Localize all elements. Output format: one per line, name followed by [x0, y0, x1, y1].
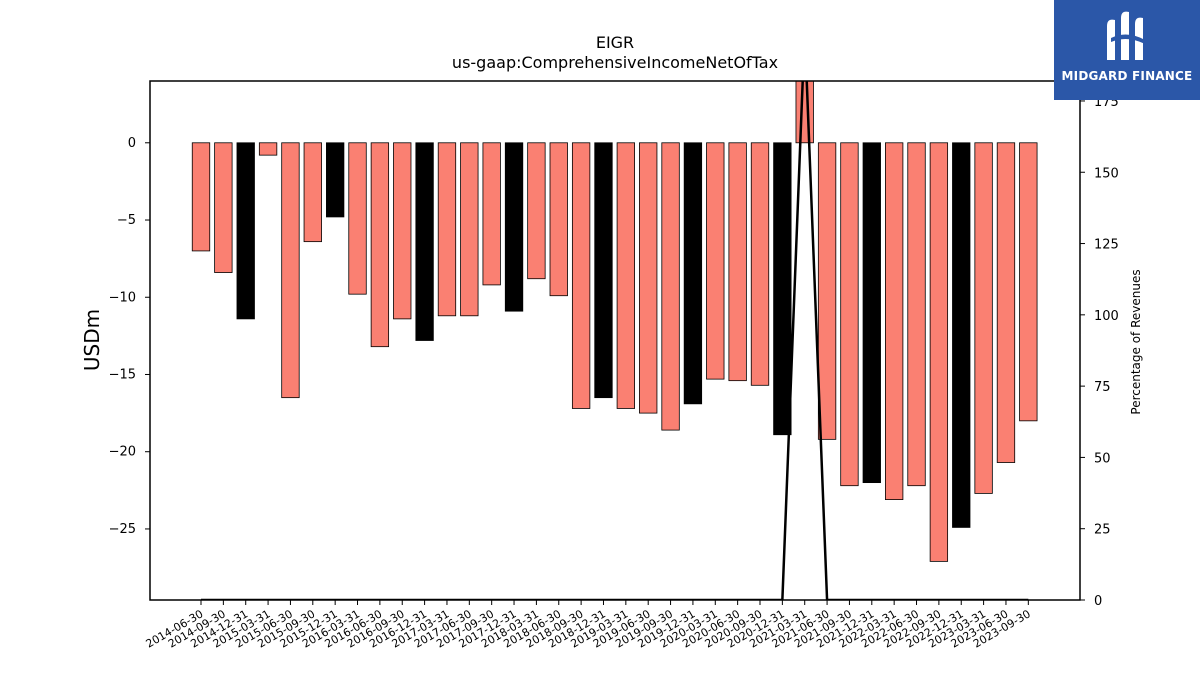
- y-tick-label: 0: [128, 136, 136, 151]
- bar-2019-09-30: [661, 142, 680, 431]
- y2-tick-label: 25: [1094, 523, 1111, 538]
- bar-2020-03-31: [706, 142, 725, 380]
- bar-2023-09-30: [1019, 142, 1038, 422]
- x-axis: 2014-06-302014-09-302014-12-312015-03-31…: [144, 600, 1033, 651]
- midgard-finance-logo: MIDGARD FINANCE: [1054, 0, 1200, 100]
- bar-2021-12-31: [862, 142, 881, 484]
- bar-2015-12-31: [326, 142, 345, 218]
- y-tick-label: −25: [109, 522, 136, 537]
- bar-2021-06-30: [817, 142, 837, 440]
- y-tick-label: −10: [109, 290, 136, 305]
- bar-2021-09-30: [840, 142, 859, 487]
- y2-tick-label: 75: [1094, 380, 1111, 395]
- bar-2017-06-30: [460, 142, 479, 317]
- bar-2022-03-31: [885, 142, 904, 500]
- bar-2018-12-31: [594, 142, 613, 399]
- bar-2019-03-31: [616, 142, 635, 409]
- bar-2014-09-30: [214, 142, 233, 273]
- bar-2023-03-31: [974, 142, 993, 494]
- bar-2020-09-30: [750, 142, 770, 386]
- bar-2015-09-30: [303, 142, 322, 243]
- bar-2019-12-31: [683, 142, 703, 405]
- bar-2015-03-31: [258, 142, 278, 156]
- bar-2018-09-30: [571, 142, 591, 409]
- y-tick-label: −5: [117, 213, 136, 228]
- bar-series: [191, 81, 1038, 562]
- bar-2014-12-31: [236, 142, 255, 320]
- chart-title: EIGR: [596, 33, 634, 52]
- bar-2018-06-30: [549, 142, 568, 297]
- y2-tick-label: 50: [1094, 451, 1111, 466]
- percent-of-revenues-line: [201, 81, 1029, 600]
- bar-2021-03-31: [795, 81, 814, 144]
- y-axis: 0 −5 −10 −15 −20 −25: [109, 136, 150, 537]
- y2-tick-label: 0: [1094, 594, 1102, 609]
- bar-2016-03-31: [348, 142, 367, 295]
- y-axis-label: USDm: [80, 309, 104, 371]
- y2-axis-label: Percentage of Revenues: [1129, 269, 1143, 414]
- y2-tick-label: 150: [1094, 166, 1119, 181]
- bar-2018-03-31: [527, 142, 546, 280]
- bar-2022-12-31: [952, 142, 971, 528]
- plot-frame: [149, 80, 1081, 601]
- bar-2016-09-30: [393, 142, 412, 320]
- bar-2017-03-31: [437, 142, 457, 317]
- chart-subtitle: us-gaap:ComprehensiveIncomeNetOfTax: [452, 53, 778, 72]
- bar-2016-12-31: [415, 142, 434, 341]
- logo-text: MIDGARD FINANCE: [1061, 69, 1193, 83]
- bar-2014-06-30: [191, 142, 211, 252]
- bar-2022-06-30: [907, 142, 926, 487]
- y2-tick-label: 125: [1094, 238, 1119, 253]
- bar-2016-06-30: [370, 142, 390, 348]
- bar-2015-06-30: [281, 142, 300, 399]
- bar-2019-06-30: [639, 142, 658, 414]
- bar-2017-09-30: [482, 142, 501, 286]
- y-tick-label: −20: [109, 445, 136, 460]
- bar-2023-06-30: [996, 142, 1016, 463]
- y2-tick-label: 100: [1094, 309, 1119, 324]
- percent-line-series: [201, 81, 1029, 600]
- logo-mark-icon: [1107, 11, 1145, 61]
- bar-2020-12-31: [773, 142, 792, 436]
- bar-2020-06-30: [728, 142, 747, 382]
- y-tick-label: −15: [109, 367, 136, 382]
- bar-2017-12-31: [504, 142, 524, 312]
- bar-2022-09-30: [929, 142, 949, 562]
